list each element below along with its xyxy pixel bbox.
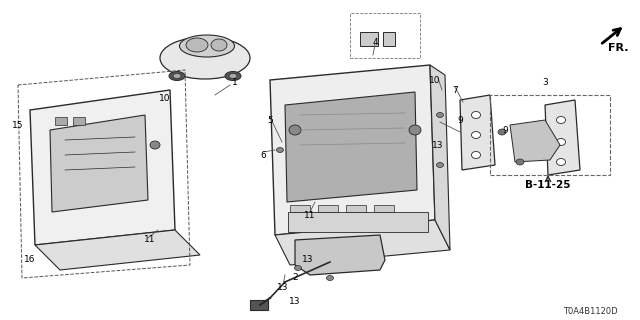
Text: 10: 10 [159, 93, 171, 102]
Bar [360, 32, 378, 46]
Bar [288, 212, 428, 232]
Text: 4: 4 [372, 37, 378, 46]
Text: 13: 13 [277, 284, 289, 292]
Bar [250, 300, 268, 310]
Text: T0A4B1120D: T0A4B1120D [563, 308, 618, 316]
Ellipse shape [498, 129, 506, 135]
Ellipse shape [225, 71, 241, 81]
Polygon shape [270, 65, 435, 235]
Polygon shape [545, 100, 580, 175]
Polygon shape [510, 120, 560, 162]
Text: 5: 5 [267, 116, 273, 124]
Text: 10: 10 [429, 76, 441, 84]
Bar [73, 117, 85, 125]
Ellipse shape [229, 74, 237, 78]
Ellipse shape [186, 38, 208, 52]
Polygon shape [430, 65, 450, 250]
Text: 3: 3 [542, 77, 548, 86]
Ellipse shape [179, 35, 234, 57]
Ellipse shape [173, 74, 181, 78]
Text: 13: 13 [432, 140, 444, 149]
Polygon shape [275, 220, 450, 265]
Ellipse shape [409, 125, 421, 135]
Text: 9: 9 [502, 125, 508, 134]
Polygon shape [460, 95, 495, 170]
Ellipse shape [276, 148, 284, 153]
Ellipse shape [169, 71, 185, 81]
Ellipse shape [150, 141, 160, 149]
Ellipse shape [472, 151, 481, 158]
Text: 7: 7 [452, 85, 458, 94]
Polygon shape [30, 90, 175, 245]
Ellipse shape [557, 158, 566, 165]
Bar [290, 205, 310, 212]
Ellipse shape [472, 111, 481, 118]
Text: 15: 15 [12, 121, 24, 130]
Polygon shape [50, 115, 148, 212]
Bar [374, 205, 394, 212]
Text: B-11-25: B-11-25 [525, 180, 571, 190]
Ellipse shape [557, 139, 566, 146]
Polygon shape [35, 230, 200, 270]
Text: 11: 11 [304, 211, 316, 220]
Ellipse shape [436, 113, 444, 117]
Ellipse shape [436, 163, 444, 167]
Ellipse shape [289, 125, 301, 135]
Text: 13: 13 [302, 255, 314, 265]
Ellipse shape [160, 37, 250, 79]
Ellipse shape [294, 266, 301, 270]
Ellipse shape [557, 116, 566, 124]
Ellipse shape [516, 159, 524, 165]
Text: FR.: FR. [608, 43, 628, 53]
Bar [55, 117, 67, 125]
Text: 11: 11 [144, 236, 156, 244]
Bar [318, 205, 338, 212]
Text: 2: 2 [292, 274, 298, 283]
Polygon shape [295, 235, 385, 275]
Text: 9: 9 [457, 116, 463, 124]
Bar [383, 32, 395, 46]
Text: 16: 16 [24, 255, 36, 265]
Bar [490, 95, 610, 175]
Ellipse shape [211, 39, 227, 51]
Polygon shape [285, 92, 417, 202]
Bar [346, 205, 366, 212]
Text: 6: 6 [260, 150, 266, 159]
Bar [350, 13, 420, 58]
Text: 13: 13 [289, 298, 301, 307]
Ellipse shape [326, 276, 333, 281]
Ellipse shape [472, 132, 481, 139]
Text: 1: 1 [232, 77, 238, 86]
